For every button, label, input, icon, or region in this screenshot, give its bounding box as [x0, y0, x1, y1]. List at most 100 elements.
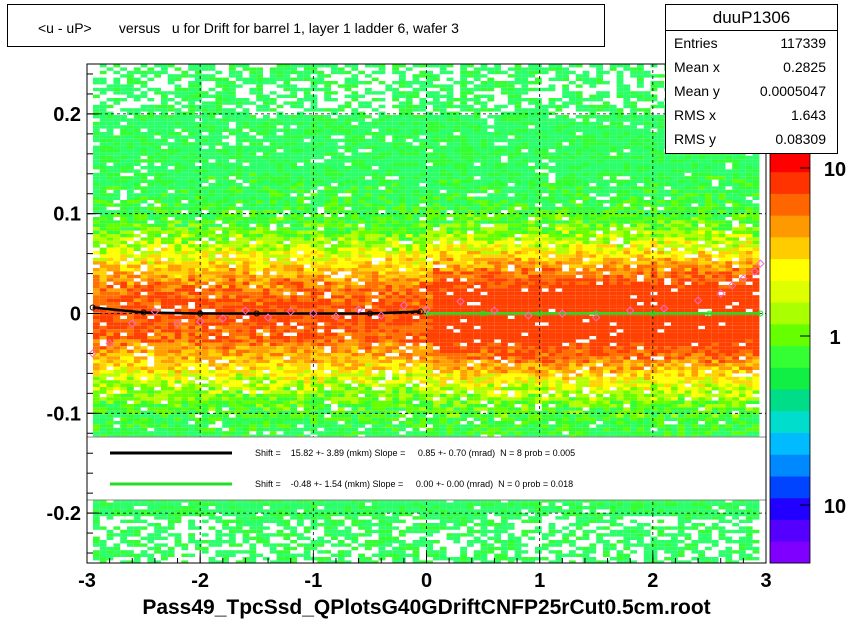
heatmap-cell — [609, 264, 617, 268]
heatmap-cell — [501, 247, 508, 251]
heatmap-cell — [562, 176, 569, 180]
heatmap-cell — [664, 172, 671, 177]
heatmap-cell — [501, 115, 508, 119]
heatmap-cell — [249, 247, 257, 251]
heatmap-cell — [616, 115, 624, 119]
heatmap-cell — [433, 118, 440, 122]
heatmap-cell — [242, 155, 250, 160]
heatmap-cell — [630, 223, 637, 228]
heatmap-cell — [303, 118, 311, 122]
heatmap-cell — [351, 169, 359, 173]
heatmap-cell — [637, 223, 644, 228]
heatmap-cell — [399, 230, 406, 234]
heatmap-cell — [120, 98, 127, 102]
heatmap-cell — [514, 121, 522, 126]
heatmap-cell — [643, 162, 651, 166]
heatmap-cell — [229, 91, 236, 95]
heatmap-cell — [562, 196, 569, 200]
heatmap-cell — [235, 169, 243, 173]
heatmap-cell — [589, 206, 597, 211]
heatmap-cell — [140, 176, 148, 180]
heatmap-cell — [195, 121, 202, 126]
heatmap-cell — [147, 193, 155, 197]
heatmap-cell — [120, 67, 127, 71]
heatmap-cell — [283, 247, 291, 251]
heatmap-cell — [677, 203, 685, 207]
heatmap-cell — [310, 217, 318, 221]
heatmap-cell — [303, 169, 311, 173]
heatmap-cell — [739, 196, 746, 200]
heatmap-cell — [133, 125, 141, 129]
heatmap-cell — [494, 257, 501, 262]
heatmap-cell — [671, 251, 678, 255]
heatmap-cell — [290, 91, 297, 95]
heatmap-cell — [569, 234, 576, 238]
heatmap-cell — [535, 149, 542, 153]
heatmap-cell — [106, 223, 114, 228]
heatmap-cell — [351, 84, 359, 88]
heatmap-cell — [521, 128, 529, 132]
heatmap-cell — [609, 223, 617, 228]
heatmap-cell — [263, 230, 270, 234]
heatmap-cell — [473, 210, 481, 214]
heatmap-cell — [623, 142, 631, 146]
heatmap-cell — [154, 121, 161, 126]
heatmap-cell — [310, 128, 318, 132]
heatmap-cell — [433, 203, 440, 207]
heatmap-cell — [623, 135, 631, 139]
heatmap-cell — [419, 206, 427, 211]
heatmap-cell — [507, 172, 515, 177]
heatmap-cell — [344, 247, 352, 251]
heatmap-cell — [467, 186, 474, 190]
heatmap-cell — [562, 149, 569, 153]
heatmap-cell — [439, 94, 447, 98]
heatmap-cell — [378, 193, 386, 197]
heatmap-cell — [460, 172, 467, 177]
heatmap-cell — [637, 84, 644, 88]
heatmap-cell — [161, 115, 168, 119]
heatmap-cell — [603, 240, 610, 245]
heatmap-cell — [616, 91, 624, 95]
heatmap-cell — [344, 101, 352, 105]
heatmap-cell — [467, 264, 474, 268]
heatmap-cell — [290, 145, 297, 149]
heatmap-cell — [222, 81, 229, 85]
heatmap-cell — [317, 149, 325, 153]
heatmap-cell — [242, 189, 250, 194]
heatmap-cell — [596, 81, 603, 85]
heatmap-cell — [276, 217, 284, 221]
heatmap-cell — [439, 220, 447, 224]
heatmap-cell — [589, 172, 597, 177]
heatmap-cell — [371, 142, 379, 146]
heatmap-cell — [623, 251, 631, 255]
heatmap-cell — [467, 74, 474, 78]
heatmap-cell — [399, 186, 406, 190]
heatmap-cell — [460, 135, 467, 139]
heatmap-cell — [154, 223, 161, 228]
heatmap-cell — [351, 125, 359, 129]
heatmap-cell — [637, 74, 644, 78]
heatmap-cell — [405, 193, 413, 197]
heatmap-cell — [351, 77, 359, 81]
heatmap-cell — [589, 251, 597, 255]
heatmap-cell — [739, 169, 746, 173]
heatmap-cell — [351, 189, 359, 194]
heatmap-cell — [120, 200, 127, 204]
heatmap-cell — [371, 200, 379, 204]
heatmap-cell — [399, 152, 406, 156]
heatmap-cell — [263, 94, 270, 98]
heatmap-cell — [249, 227, 257, 231]
heatmap-cell — [405, 254, 413, 258]
heatmap-cell — [569, 189, 576, 194]
heatmap-cell — [657, 200, 665, 204]
heatmap-cell — [732, 200, 739, 204]
heatmap-cell — [113, 87, 121, 92]
heatmap-cell — [671, 200, 678, 204]
heatmap-cell — [575, 162, 583, 166]
heatmap-cell — [616, 152, 624, 156]
heatmap-cell — [528, 155, 535, 160]
heatmap-cell — [480, 179, 488, 183]
heatmap-cell — [494, 121, 501, 126]
heatmap-cell — [589, 111, 597, 115]
heatmap-cell — [596, 234, 603, 238]
